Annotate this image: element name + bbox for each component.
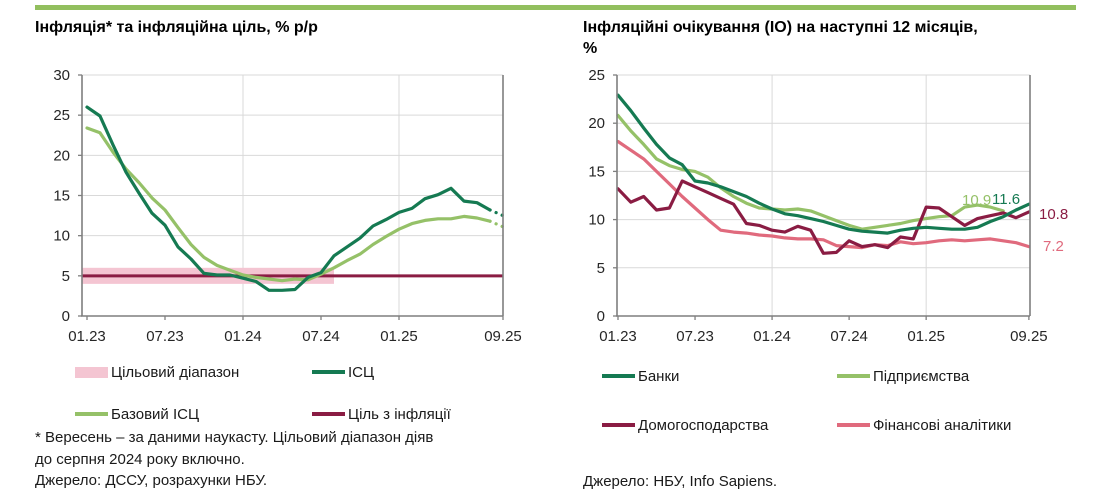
y-tick-label: 0	[597, 308, 605, 325]
y-tick-label: 30	[53, 67, 70, 84]
inflation-target-line-swatch	[312, 412, 345, 416]
left-chart-source: Джерело: ДССУ, розрахунки НБУ.	[35, 472, 268, 489]
x-tick-label: 09.25	[1010, 328, 1048, 345]
series-dotted-tail-2	[488, 219, 505, 229]
x-tick-label: 01.23	[599, 328, 637, 345]
end-value-label-0: 7.2	[1043, 238, 1064, 255]
x-tick-label: 01.25	[380, 328, 418, 345]
y-tick-label: 25	[588, 67, 605, 84]
core-cpi-line-swatch	[75, 412, 108, 416]
y-tick-label: 15	[588, 163, 605, 180]
x-tick-label: 01.25	[907, 328, 945, 345]
top-accent-bar	[35, 5, 1076, 10]
series-dotted-tail-3	[488, 208, 505, 218]
right-chart-title-line2: %	[583, 40, 598, 57]
series-line-2	[85, 126, 492, 283]
end-value-label-1: 10.9	[962, 192, 991, 209]
right-chart-title: Інфляційні очікування (ІО) на наступні 1…	[583, 17, 1083, 59]
x-tick-label: 07.23	[676, 328, 714, 345]
y-tick-label: 0	[62, 308, 70, 325]
legend-item-core-cpi: Базовий ІСЦ	[75, 404, 199, 424]
inflation-and-target-chart: 0 5 10 15 20 25 30 01.23 07.23 01.24 07.24 01.25 09.…	[53, 67, 521, 345]
series-line-3	[85, 105, 492, 292]
legend-item-cpi: ІСЦ	[312, 362, 374, 382]
footnote-line2: до серпня 2024 року включно.	[35, 451, 245, 468]
x-tick-label: 09.25	[484, 328, 522, 345]
end-value-label-3: 11.6	[992, 191, 1020, 208]
households-line-swatch	[602, 423, 635, 427]
legend-label-businesses: Підприємства	[873, 367, 970, 385]
legend-label-target-range: Цільовий діапазон	[111, 363, 240, 381]
x-tick-label: 07.23	[146, 328, 184, 345]
legend-item-businesses: Підприємства	[837, 366, 969, 386]
y-tick-label: 15	[53, 188, 70, 205]
x-tick-label: 01.24	[753, 328, 791, 345]
inflation-expectations-chart: 7.2 10.9 10.8 11.6 0 5 10 15 20 25 01.23 07.23 01.24…	[588, 67, 1068, 345]
y-tick-label: 10	[588, 212, 605, 229]
banks-line-swatch	[602, 374, 635, 378]
legend-item-banks: Банки	[602, 366, 679, 386]
target-range-band-swatch	[75, 366, 108, 378]
legend-label-cpi: ІСЦ	[348, 363, 375, 381]
x-tick-label: 07.24	[830, 328, 868, 345]
legend-label-financial-analysts: Фінансові аналітики	[873, 416, 1012, 434]
financial-analysts-line-swatch	[837, 423, 870, 427]
legend-label-banks: Банки	[638, 367, 680, 385]
left-chart-title: Інфляція* та інфляційна ціль, % р/р	[35, 19, 318, 36]
end-value-label-2: 10.8	[1039, 206, 1068, 223]
legend-label-core-cpi: Базовий ІСЦ	[111, 405, 200, 423]
y-tick-label: 20	[588, 115, 605, 132]
legend-item-inflation-target: Ціль з інфляції	[312, 404, 451, 424]
cpi-line-swatch	[312, 370, 345, 374]
series-line-3	[616, 93, 1031, 235]
footnote-line1: * Вересень – за даними наукасту. Цільови…	[35, 429, 434, 446]
legend-item-target-range: Цільовий діапазон	[75, 362, 239, 382]
right-chart-title-line1: Інфляційні очікування (ІО) на наступні 1…	[583, 19, 978, 36]
series-line-2	[616, 179, 1031, 255]
legend-item-financial-analysts: Фінансові аналітики	[837, 415, 1011, 435]
legend-label-households: Домогосподарства	[638, 416, 769, 434]
y-tick-label: 20	[53, 147, 70, 164]
legend-label-inflation-target: Ціль з інфляції	[348, 405, 451, 423]
right-chart-source: Джерело: НБУ, Info Sapiens.	[583, 473, 778, 490]
x-tick-label: 01.23	[68, 328, 106, 345]
y-tick-label: 25	[53, 107, 70, 124]
legend-item-households: Домогосподарства	[602, 415, 768, 435]
y-tick-label: 10	[53, 228, 70, 245]
series-line-0	[616, 139, 1031, 250]
y-tick-label: 5	[62, 268, 70, 285]
x-tick-label: 01.24	[224, 328, 262, 345]
y-tick-label: 5	[597, 260, 605, 277]
businesses-line-swatch	[837, 374, 870, 378]
series-line-1	[616, 113, 1005, 231]
left-chart-footnote: * Вересень – за даними наукасту. Цільови…	[35, 427, 433, 471]
x-tick-label: 07.24	[302, 328, 340, 345]
